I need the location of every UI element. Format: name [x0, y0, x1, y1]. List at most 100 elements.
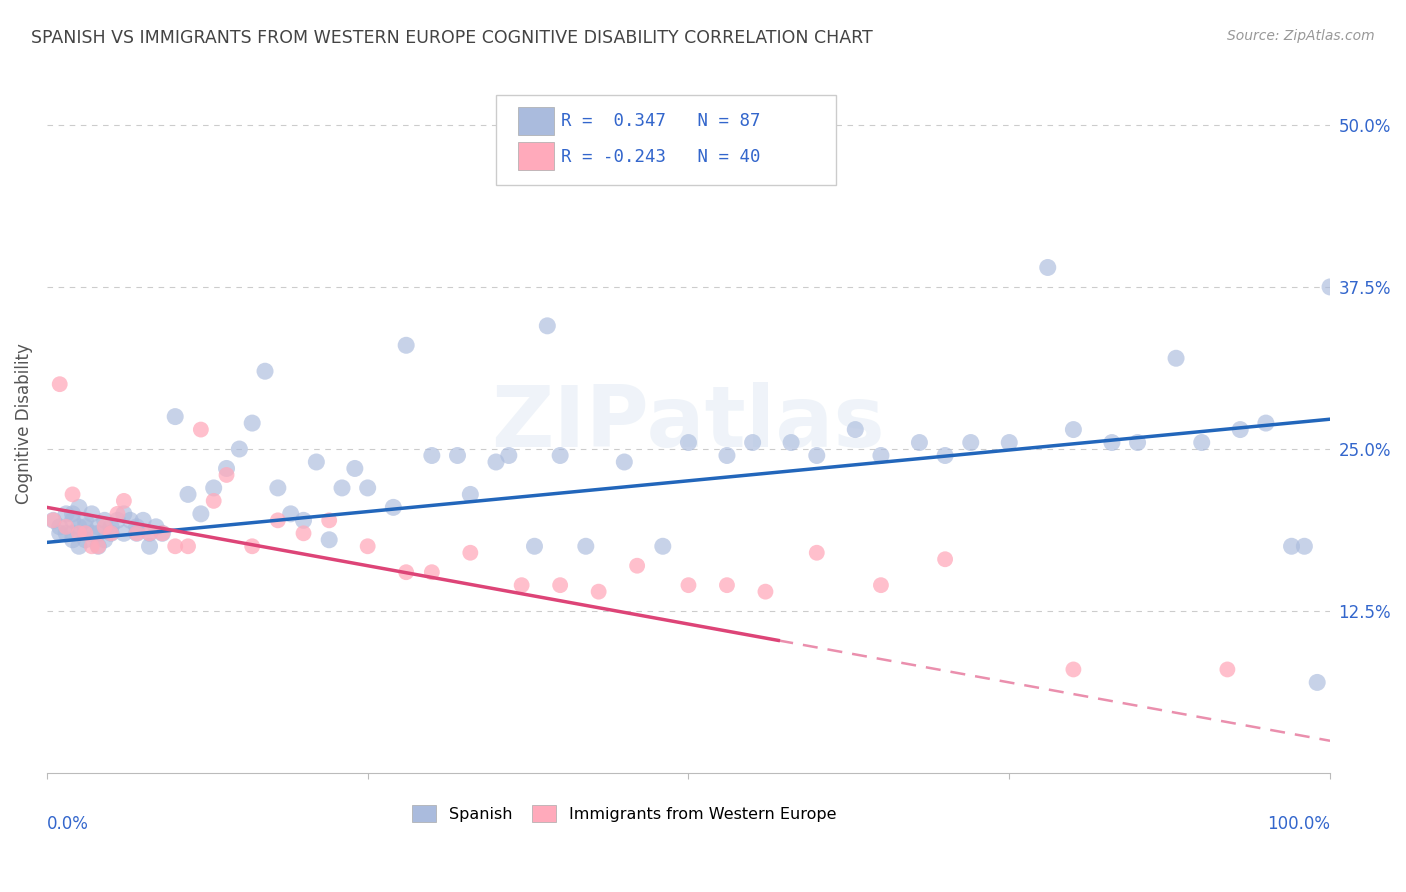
Point — [357, 539, 380, 553]
Point — [548, 578, 571, 592]
Point — [1062, 423, 1084, 437]
Point — [588, 584, 610, 599]
Point — [395, 338, 418, 352]
Point — [460, 487, 482, 501]
Point — [165, 539, 187, 553]
Point — [510, 578, 533, 592]
Point — [48, 520, 70, 534]
Point — [165, 409, 187, 424]
Point — [460, 546, 482, 560]
Point — [138, 526, 160, 541]
Point — [678, 578, 700, 592]
Point — [498, 449, 520, 463]
Point — [292, 513, 315, 527]
Point — [870, 449, 893, 463]
Point — [62, 533, 84, 547]
Legend: Spanish, Immigrants from Western Europe: Spanish, Immigrants from Western Europe — [406, 799, 842, 829]
Point — [80, 507, 103, 521]
Point — [75, 513, 97, 527]
Point — [202, 481, 225, 495]
FancyBboxPatch shape — [496, 95, 837, 185]
Point — [1294, 539, 1316, 553]
Point — [138, 526, 160, 541]
Point — [138, 539, 160, 553]
Point — [741, 435, 763, 450]
Point — [1191, 435, 1213, 450]
Point — [523, 539, 546, 553]
Point — [80, 526, 103, 541]
Text: R = -0.243   N = 40: R = -0.243 N = 40 — [561, 148, 761, 166]
Point — [62, 526, 84, 541]
Point — [1229, 423, 1251, 437]
Point — [998, 435, 1021, 450]
Point — [253, 364, 276, 378]
Point — [107, 507, 129, 521]
Point — [67, 500, 90, 515]
Point — [240, 416, 263, 430]
Point — [318, 513, 340, 527]
Point — [292, 526, 315, 541]
Point — [125, 520, 148, 534]
Point — [934, 552, 956, 566]
Point — [420, 565, 443, 579]
Text: 100.0%: 100.0% — [1267, 815, 1330, 833]
Point — [100, 526, 122, 541]
Point — [575, 539, 598, 553]
Point — [267, 481, 290, 495]
Point — [844, 423, 866, 437]
Point — [75, 526, 97, 541]
Point — [548, 449, 571, 463]
Point — [55, 526, 77, 541]
Point — [177, 487, 200, 501]
Point — [145, 520, 167, 534]
Point — [780, 435, 803, 450]
Point — [1254, 416, 1277, 430]
Point — [62, 507, 84, 521]
Point — [190, 423, 212, 437]
Point — [934, 449, 956, 463]
Point — [100, 520, 122, 534]
Point — [446, 449, 468, 463]
Point — [112, 526, 135, 541]
Point — [959, 435, 981, 450]
Point — [1216, 663, 1239, 677]
Point — [870, 578, 893, 592]
Point — [62, 487, 84, 501]
Point — [107, 513, 129, 527]
Point — [67, 539, 90, 553]
Bar — [517, 107, 554, 136]
Point — [382, 500, 405, 515]
Point — [75, 533, 97, 547]
Point — [1164, 351, 1187, 366]
Point — [215, 467, 238, 482]
Point — [1101, 435, 1123, 450]
Point — [716, 578, 738, 592]
Point — [1281, 539, 1303, 553]
Point — [48, 377, 70, 392]
Point — [215, 461, 238, 475]
Point — [93, 513, 115, 527]
Point — [132, 513, 155, 527]
Point — [177, 539, 200, 553]
Point — [100, 526, 122, 541]
Point — [754, 584, 776, 599]
Point — [806, 449, 828, 463]
Text: R =  0.347   N = 87: R = 0.347 N = 87 — [561, 112, 761, 130]
Point — [55, 520, 77, 534]
Point — [1126, 435, 1149, 450]
Point — [613, 455, 636, 469]
Point — [190, 507, 212, 521]
Point — [318, 533, 340, 547]
Text: SPANISH VS IMMIGRANTS FROM WESTERN EUROPE COGNITIVE DISABILITY CORRELATION CHART: SPANISH VS IMMIGRANTS FROM WESTERN EUROP… — [31, 29, 873, 46]
Point — [267, 513, 290, 527]
Point — [120, 513, 142, 527]
Point — [48, 526, 70, 541]
Point — [678, 435, 700, 450]
Point — [626, 558, 648, 573]
Point — [55, 507, 77, 521]
Point — [395, 565, 418, 579]
Point — [125, 526, 148, 541]
Point — [67, 526, 90, 541]
Point — [150, 526, 173, 541]
Point — [125, 526, 148, 541]
